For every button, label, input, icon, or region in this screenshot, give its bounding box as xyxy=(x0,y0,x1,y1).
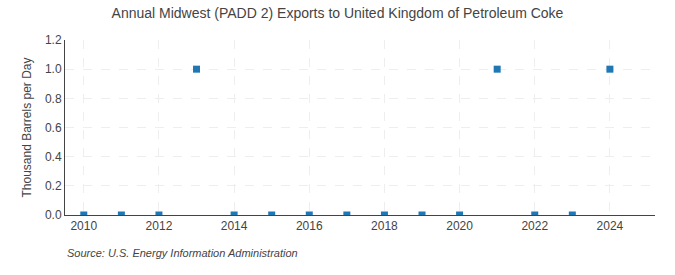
svg-text:2018: 2018 xyxy=(371,219,398,233)
svg-text:2010: 2010 xyxy=(70,219,97,233)
svg-text:0.8: 0.8 xyxy=(45,92,62,106)
svg-text:0.2: 0.2 xyxy=(45,179,62,193)
svg-text:Annual Midwest (PADD 2) Export: Annual Midwest (PADD 2) Exports to Unite… xyxy=(112,5,564,21)
svg-text:Source: U.S. Energy Informatio: Source: U.S. Energy Information Administ… xyxy=(67,247,298,259)
svg-text:Thousand Barrels per Day: Thousand Barrels per Day xyxy=(20,57,34,197)
svg-text:2024: 2024 xyxy=(597,219,624,233)
svg-text:2016: 2016 xyxy=(296,219,323,233)
svg-text:0.6: 0.6 xyxy=(45,121,62,135)
svg-text:2022: 2022 xyxy=(521,219,548,233)
svg-text:2012: 2012 xyxy=(146,219,173,233)
svg-text:2020: 2020 xyxy=(446,219,473,233)
svg-text:0.4: 0.4 xyxy=(45,150,62,164)
svg-text:1.0: 1.0 xyxy=(45,62,62,76)
svg-text:2014: 2014 xyxy=(221,219,248,233)
svg-text:1.2: 1.2 xyxy=(45,33,62,47)
svg-text:0.0: 0.0 xyxy=(45,208,62,222)
